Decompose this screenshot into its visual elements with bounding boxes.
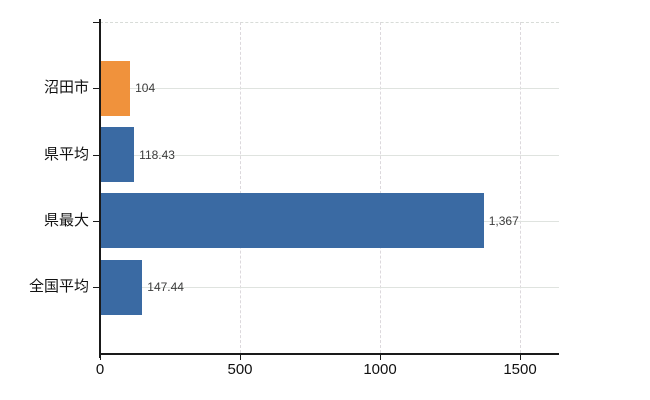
y-gridline-1 — [100, 154, 559, 156]
x-axis-tick-1500 — [520, 355, 521, 360]
category-label: 全国平均 — [28, 278, 89, 296]
y-axis-tick-2 — [93, 220, 100, 222]
x-gridline-500 — [240, 22, 241, 353]
x-axis-tick-0 — [100, 355, 101, 360]
bar-value-label: 147.44 — [147, 280, 184, 295]
bar-value-label: 118.43 — [139, 147, 175, 162]
bar-1 — [101, 127, 135, 183]
x-axis-tick-500 — [240, 355, 241, 360]
bar-value-label: 104 — [135, 81, 156, 96]
x-tick-label: 1500 — [503, 361, 537, 378]
y-gridline-3 — [100, 287, 559, 289]
bar-2 — [101, 193, 484, 249]
y-axis-tick-3 — [93, 287, 100, 289]
y-gridline-0 — [100, 88, 559, 90]
bar-value-label: 1,367 — [488, 213, 519, 228]
x-gridline-1500 — [520, 22, 521, 353]
y-axis-tick-0 — [93, 88, 100, 90]
category-label: 県最大 — [43, 211, 89, 229]
x-gridline-1000 — [380, 22, 381, 353]
x-axis-line — [99, 353, 559, 355]
category-label: 沼田市 — [43, 79, 89, 97]
y-axis-tick-1 — [93, 154, 100, 156]
plot-top-border — [100, 22, 559, 23]
y-axis-top-tick — [93, 22, 100, 23]
bar-3 — [101, 259, 143, 315]
x-axis-tick-1000 — [380, 355, 381, 360]
category-label: 県平均 — [43, 145, 89, 163]
x-tick-label: 0 — [95, 361, 105, 378]
y-axis-line — [99, 19, 101, 358]
x-tick-label: 500 — [227, 361, 253, 378]
x-tick-label: 1000 — [363, 361, 397, 378]
bar-0 — [101, 60, 131, 116]
